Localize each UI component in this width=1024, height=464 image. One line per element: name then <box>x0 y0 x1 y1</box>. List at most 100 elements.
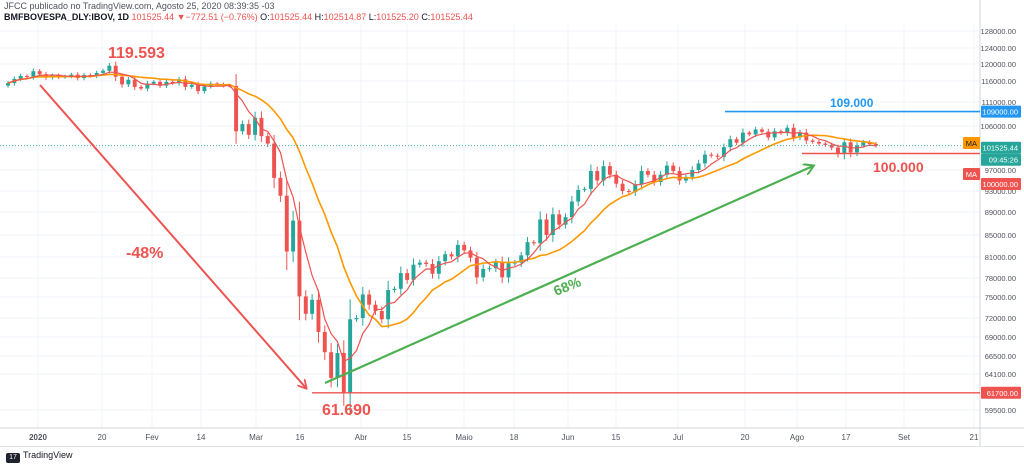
candle-body <box>367 294 372 305</box>
candle-body <box>139 86 144 89</box>
candle-body <box>202 86 207 92</box>
x-tick-label: Fev <box>145 433 158 442</box>
price-badge-blue_level: 109000.00 <box>981 105 1021 118</box>
candle-body <box>145 83 150 89</box>
candle-body <box>639 171 644 185</box>
candle-body <box>253 117 258 135</box>
y-tick-label: 75000.00 <box>985 293 1016 302</box>
candle-body <box>645 171 650 175</box>
x-tick-label: 21 <box>970 433 979 442</box>
candle-body <box>101 70 106 73</box>
candle-body <box>481 268 486 278</box>
candle-body <box>44 74 48 78</box>
candle-body <box>557 214 562 225</box>
candle-body <box>265 136 270 144</box>
y-tick-label: 66500.00 <box>985 352 1016 361</box>
x-tick-label: 20 <box>741 433 750 442</box>
symbol-label[interactable]: BMFBOVESPA_DLY:IBOV, 1D <box>4 12 130 22</box>
candle-body <box>189 84 194 87</box>
x-tick-label: Jun <box>562 433 575 442</box>
candle-body <box>170 81 175 84</box>
low-value: 101525.20 <box>376 12 419 22</box>
price-badge-text: MA <box>966 139 977 148</box>
annotation-resistance: 109.000 <box>830 96 874 110</box>
close-label: C: <box>421 12 431 22</box>
price-badge-text: 09:45:26 <box>989 156 1018 165</box>
candle-body <box>6 83 10 86</box>
candle-body <box>683 176 688 181</box>
candle-body <box>468 250 473 258</box>
candle-body <box>652 174 657 183</box>
price-chart[interactable]: 128000.00 124000.00 120000.00 116000.00 1110… <box>0 0 1024 446</box>
candle-body <box>823 143 828 145</box>
price-badge-text: 109000.00 <box>983 108 1018 117</box>
price-badge-text: 101525.44 <box>983 144 1018 153</box>
candle-body <box>531 242 536 244</box>
tradingview-mark-icon: 17 <box>6 453 20 463</box>
ma-fast-line <box>7 71 877 363</box>
candle-body <box>18 75 23 79</box>
open-value: 101525.44 <box>269 12 313 22</box>
y-tick-label: 81000.00 <box>985 253 1016 262</box>
x-tick-label: 18 <box>510 433 519 442</box>
candle-body <box>398 273 403 289</box>
candle-body <box>177 79 182 84</box>
x-tick-label: 20 <box>98 433 107 442</box>
price-badge-text: 100000.00 <box>983 180 1018 189</box>
symbol-line: BMFBOVESPA_DLY:IBOV, 1D 101525.44 ▼−772.… <box>4 12 473 22</box>
candle-body <box>595 171 600 181</box>
y-tick-label: 78000.00 <box>985 274 1016 283</box>
candle-body <box>804 132 809 141</box>
annotation-drop: -48% <box>126 245 163 262</box>
candle-body <box>538 219 543 244</box>
candle-body <box>348 319 353 393</box>
annotation-high: 119.593 <box>108 45 165 62</box>
candle-body <box>215 83 220 85</box>
price-badge-bg <box>963 137 980 149</box>
candle-body <box>132 79 137 87</box>
last-price: 101525.44 <box>131 12 175 22</box>
x-tick-label: Mar <box>249 433 263 442</box>
candle-body <box>817 141 821 144</box>
candle-body <box>158 81 163 86</box>
footer-bar: 17 TradingView <box>0 446 1024 464</box>
y-tick-label: 93000.00 <box>985 187 1016 196</box>
candle-body <box>740 132 745 143</box>
candle-body <box>234 86 239 132</box>
candle-body <box>436 261 441 274</box>
candle-body <box>120 76 125 85</box>
candle-body <box>550 214 555 235</box>
price-badge-text: 61700.00 <box>987 389 1018 398</box>
grid-lines <box>0 24 980 428</box>
candle-body <box>25 75 29 77</box>
y-tick-label: 64100.00 <box>985 370 1016 379</box>
candle-body <box>620 183 625 191</box>
publisher-line: JFCC publicado no TradingView.com, Agost… <box>4 1 275 11</box>
candle-body <box>721 147 726 157</box>
candle-body <box>506 263 511 278</box>
candle-body <box>113 65 118 77</box>
candle-body <box>316 299 321 332</box>
candle-body <box>126 79 131 85</box>
x-tick-label: Jul <box>673 433 683 442</box>
price-badge-ma_fast_tag: MA <box>963 168 980 180</box>
candle-body <box>671 165 676 172</box>
tradingview-logo[interactable]: 17 TradingView <box>6 450 73 463</box>
candles <box>6 61 878 416</box>
candle-body <box>151 81 156 84</box>
x-tick-label: 17 <box>842 433 851 442</box>
price-badge-bg <box>981 141 1021 154</box>
annotation-low: 61.690 <box>322 402 371 419</box>
candle-body <box>563 217 568 225</box>
y-tick-label: 106000.00 <box>981 122 1016 131</box>
price-change: ▼−772.51 (−0.76%) <box>176 12 258 22</box>
open-label: O: <box>260 12 270 22</box>
x-tick-label: Ago <box>790 433 805 442</box>
x-tick-label: Maio <box>455 433 473 442</box>
y-tick-label: 116000.00 <box>981 77 1016 86</box>
candle-body <box>37 71 42 75</box>
candle-body <box>386 290 391 320</box>
x-tick-label: 2020 <box>29 433 47 442</box>
candle-body <box>373 304 378 311</box>
candle-body <box>474 257 479 278</box>
